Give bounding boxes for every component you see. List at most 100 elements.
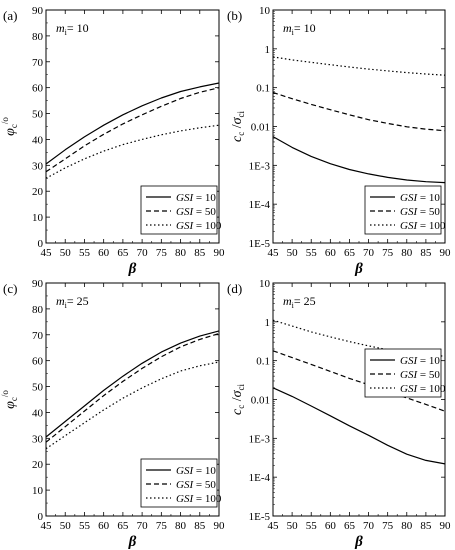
- legend-value: = 10: [193, 192, 216, 204]
- series-line: [45, 87, 220, 173]
- panel-label: (b): [227, 8, 242, 23]
- series-line: [45, 361, 220, 450]
- legend-entry: GSI = 50: [176, 206, 216, 218]
- legend-value: = 50: [193, 479, 216, 491]
- x-tick-label: 75: [382, 247, 394, 259]
- y-tick-label: 60: [32, 356, 44, 368]
- x-tick-label: 50: [60, 247, 72, 259]
- x-tick-label: 45: [41, 247, 53, 259]
- series-line: [45, 330, 220, 438]
- x-tick-label: 50: [287, 247, 299, 259]
- legend-value: = 50: [417, 369, 440, 381]
- y-label-subscript: ci: [236, 110, 246, 117]
- plot-frame: [272, 9, 446, 244]
- y-tick-label: 1: [265, 317, 271, 329]
- chart-panel: 45 50 55 60 65 70 75 80 85 90 0 10 20 30 40 50 60 70 80 90 (…: [0, 5, 225, 277]
- legend-symbol: GSI: [400, 206, 418, 218]
- x-tick-label: 70: [363, 247, 375, 259]
- y-label-symbol: c: [230, 408, 245, 415]
- x-tick-label: 50: [287, 520, 299, 532]
- y-tick-label: 20: [32, 186, 44, 198]
- series-line: [272, 56, 446, 76]
- y-tick-label: 90: [32, 278, 44, 290]
- y-axis-label: cc /σci: [230, 383, 246, 415]
- x-tick-label: 75: [156, 520, 168, 532]
- series-line: [272, 136, 446, 184]
- y-axis-label: φc/o: [0, 390, 19, 409]
- y-label-symbol: σ: [230, 116, 245, 124]
- y-label-subscript: c: [9, 397, 19, 401]
- x-tick-label: 65: [117, 520, 129, 532]
- y-tick-label: 0.01: [251, 395, 270, 407]
- legend-symbol: GSI: [176, 192, 194, 204]
- y-tick-label: 90: [32, 5, 44, 17]
- y-label-separator: /: [230, 124, 245, 132]
- annotation-subscript: i: [292, 301, 295, 310]
- y-label-symbol: c: [230, 135, 245, 142]
- panel-label: (d): [227, 281, 242, 296]
- x-tick-label: 65: [344, 520, 356, 532]
- y-label-symbol: φ: [3, 401, 18, 409]
- y-axis-label: cc /σci: [230, 110, 246, 142]
- panel-label: (a): [3, 8, 17, 23]
- x-tick-label: 50: [60, 520, 72, 532]
- x-tick-label: 45: [268, 247, 280, 259]
- legend-entry: GSI = 10: [176, 192, 216, 204]
- legend-entry: GSI = 10: [176, 465, 216, 477]
- annotation-value: = 10: [294, 21, 316, 35]
- x-axis-label: β: [128, 261, 137, 277]
- legend-entry: GSI = 50: [400, 206, 440, 218]
- legend-value: = 50: [417, 206, 440, 218]
- legend-entry: GSI = 10: [400, 355, 440, 367]
- y-tick-label: 1E-3: [249, 433, 271, 445]
- mi-annotation: mi= 10: [283, 21, 316, 37]
- series-line: [272, 350, 446, 412]
- y-tick-label: 40: [32, 407, 44, 419]
- x-tick-label: 55: [79, 247, 91, 259]
- legend-symbol: GSI: [400, 192, 418, 204]
- x-tick-label: 90: [214, 520, 226, 532]
- y-tick-label: 1: [265, 44, 271, 56]
- y-label-subscript: ci: [236, 383, 246, 390]
- y-label-symbol: σ: [230, 389, 245, 397]
- x-tick-label: 80: [175, 520, 187, 532]
- legend-box: [364, 185, 442, 235]
- legend-entry: GSI = 100: [176, 220, 222, 232]
- y-label-subscript: c: [236, 405, 246, 409]
- y-tick-label: 70: [32, 57, 44, 69]
- mi-annotation: mi= 25: [283, 294, 316, 310]
- annotation-subscript: i: [65, 28, 68, 37]
- legend-entry: GSI = 10: [400, 192, 440, 204]
- x-tick-label: 80: [401, 520, 413, 532]
- y-label-subscript: c: [236, 132, 246, 136]
- legend-value: = 10: [417, 192, 440, 204]
- legend-value: = 10: [193, 465, 216, 477]
- legend-value: = 50: [193, 206, 216, 218]
- legend-box: [364, 348, 442, 398]
- legend-entry: GSI = 100: [176, 493, 222, 505]
- y-label-subscript: c: [9, 124, 19, 128]
- y-tick-label: 80: [32, 31, 44, 43]
- x-tick-label: 70: [137, 247, 149, 259]
- y-axis-label: φc/o: [0, 117, 19, 136]
- x-tick-label: 45: [268, 520, 280, 532]
- legend-value: = 10: [417, 355, 440, 367]
- x-axis-label: β: [128, 534, 137, 550]
- mi-annotation: mi= 25: [56, 294, 89, 310]
- y-tick-label: 1E-3: [249, 160, 271, 172]
- legend-value: = 100: [417, 220, 446, 232]
- x-tick-label: 60: [325, 520, 337, 532]
- y-tick-label: 50: [32, 109, 44, 121]
- legend-symbol: GSI: [400, 369, 418, 381]
- y-tick-label: 1E-5: [249, 238, 271, 250]
- chart-panel: 45 50 55 60 65 70 75 80 85 90 1E-5 1E-4 1E-3 0.01 0.1 1…: [227, 278, 451, 550]
- y-tick-label: 1E-5: [249, 511, 271, 523]
- x-tick-label: 80: [401, 247, 413, 259]
- x-tick-label: 70: [363, 520, 375, 532]
- y-tick-label: 0: [38, 511, 44, 523]
- legend-value: = 100: [193, 493, 222, 505]
- x-tick-label: 55: [79, 520, 91, 532]
